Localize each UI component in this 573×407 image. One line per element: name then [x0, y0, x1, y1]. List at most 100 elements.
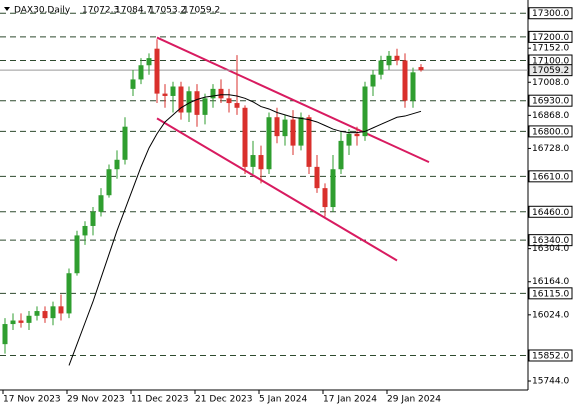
level-label: 17200.0 — [532, 33, 569, 43]
candle-body — [66, 273, 72, 314]
y-tick-label: 15744.0 — [532, 377, 569, 387]
candle-body — [194, 91, 200, 115]
candle-body — [346, 133, 352, 146]
candle-body — [170, 86, 176, 96]
header-close: 17059.2 — [183, 6, 220, 16]
candle-body — [10, 320, 16, 325]
candle-body — [138, 65, 144, 80]
level-label: 15852.0 — [532, 351, 569, 361]
candle-body — [90, 211, 96, 226]
candle-body — [114, 159, 120, 170]
level-label-box — [528, 349, 573, 362]
candle-body — [58, 306, 64, 314]
y-tick-label: 16728.0 — [532, 144, 569, 154]
level-label: 16460.0 — [532, 208, 569, 218]
candle-body — [42, 311, 48, 319]
candle-body — [394, 55, 400, 61]
candle-body — [106, 169, 112, 196]
candle-body — [18, 320, 24, 323]
moving-average — [68, 94, 422, 366]
level-label-box — [528, 125, 573, 138]
candle-body — [218, 88, 224, 99]
level-label-box — [528, 287, 573, 300]
header-high: 17084.7 — [115, 6, 152, 16]
candle-body — [186, 91, 192, 113]
y-tick-label: 16304.0 — [532, 244, 569, 254]
x-tick-label: 21 Dec 2023 — [195, 395, 253, 405]
symbol: DAX30,Daily — [14, 6, 71, 16]
candle-body — [122, 126, 128, 160]
level-label-box — [528, 170, 573, 183]
candle-body — [402, 60, 408, 101]
candle-body — [154, 48, 160, 94]
candle-body — [26, 315, 32, 323]
candle-body — [338, 140, 344, 170]
price-label: 17059.2 — [532, 66, 569, 76]
trendline — [156, 117, 398, 262]
candle-body — [34, 311, 40, 316]
price-label-box — [528, 64, 573, 77]
candle-body — [226, 98, 232, 104]
header-low: 17053.2 — [149, 6, 186, 16]
candle-body — [274, 117, 280, 137]
level-label: 16115.0 — [532, 289, 569, 299]
level-label: 16800.0 — [532, 127, 569, 137]
level-label-box — [528, 234, 573, 247]
candle-body — [250, 155, 256, 167]
candle-body — [298, 117, 304, 146]
candle-body — [202, 98, 208, 115]
candle-body — [74, 235, 80, 274]
x-tick-label: 29 Nov 2023 — [67, 395, 125, 405]
candle-body — [282, 119, 288, 137]
candle-body — [82, 225, 88, 236]
candle-body — [378, 60, 384, 75]
candle-body — [234, 103, 240, 108]
level-label-box — [528, 30, 573, 43]
candle-body — [50, 306, 56, 319]
menu-arrow — [4, 7, 10, 11]
candle-body — [266, 117, 272, 170]
x-tick-label: 17 Nov 2023 — [3, 395, 61, 405]
level-label: 17300.0 — [532, 9, 569, 19]
candle-body — [330, 169, 336, 208]
candle-body — [386, 55, 392, 66]
y-tick-label: 16868.0 — [532, 111, 569, 121]
level-label-box — [528, 94, 573, 107]
level-label-box — [528, 205, 573, 218]
candle-body — [354, 133, 360, 137]
candle-body — [98, 195, 104, 212]
candle-body — [178, 86, 184, 113]
candle-body — [242, 107, 248, 167]
candle-body — [306, 117, 312, 167]
x-tick-label: 5 Jan 2024 — [259, 395, 307, 405]
candle-body — [322, 188, 328, 208]
candle-body — [418, 67, 424, 71]
y-tick-label: 16164.0 — [532, 277, 569, 287]
x-tick-label: 11 Dec 2023 — [131, 395, 189, 405]
y-tick-label: 17008.0 — [532, 78, 569, 88]
x-tick-label: 29 Jan 2024 — [387, 395, 441, 405]
level-label: 16930.0 — [532, 97, 569, 107]
candle-body — [362, 86, 368, 137]
x-tick-label: 17 Jan 2024 — [323, 395, 377, 405]
candle-body — [314, 166, 320, 189]
candle-body — [410, 72, 416, 101]
candle-body — [146, 58, 152, 66]
candle-body — [130, 79, 136, 89]
candle-body — [210, 88, 216, 99]
y-tick-label: 17152.0 — [532, 44, 569, 54]
header-open: 17072.3 — [82, 6, 119, 16]
candle-body — [290, 119, 296, 146]
y-tick-label: 16024.0 — [532, 310, 569, 320]
level-label: 17100.0 — [532, 57, 569, 67]
level-label: 16610.0 — [532, 172, 569, 182]
trendline — [156, 36, 430, 164]
candle-body — [2, 324, 8, 345]
candle-body — [258, 155, 264, 170]
level-label-box — [528, 7, 573, 20]
candle-body — [162, 93, 168, 96]
level-label: 16340.0 — [532, 236, 569, 246]
candle-body — [370, 74, 376, 87]
